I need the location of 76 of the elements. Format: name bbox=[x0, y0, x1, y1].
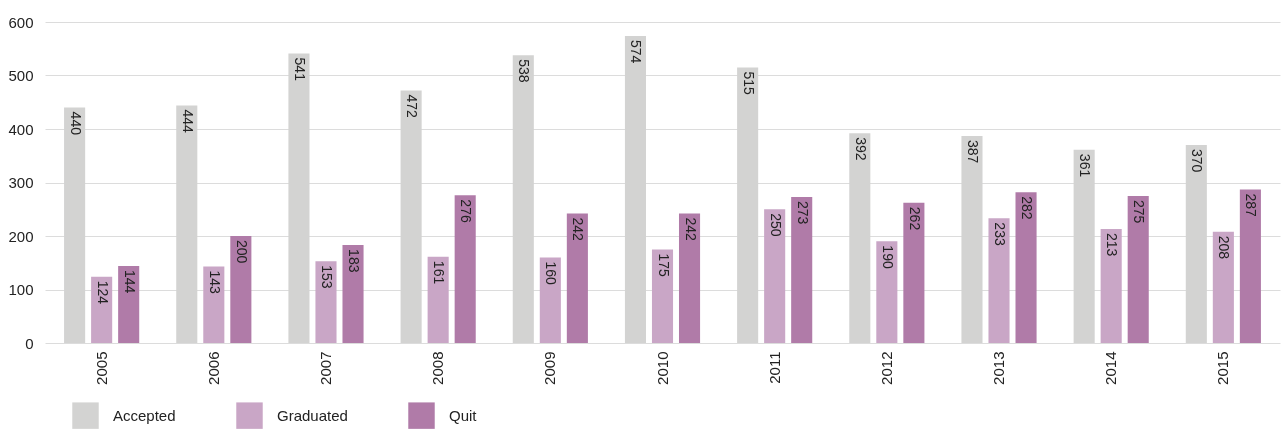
x-tick-label: 2014 bbox=[1102, 351, 1120, 385]
y-tick-label: 100 bbox=[8, 281, 34, 298]
y-tick-label: 0 bbox=[25, 334, 34, 352]
bar bbox=[1127, 195, 1149, 343]
bar bbox=[539, 257, 561, 343]
data-label: 143 bbox=[206, 270, 223, 295]
data-label: 190 bbox=[879, 245, 896, 269]
bar bbox=[876, 241, 898, 343]
data-label: 160 bbox=[543, 261, 560, 285]
data-label: 242 bbox=[682, 217, 699, 242]
data-label: 144 bbox=[121, 269, 138, 294]
data-label: 175 bbox=[655, 253, 672, 277]
x-tick-label: 2012 bbox=[877, 351, 895, 385]
data-label: 161 bbox=[431, 260, 448, 285]
x-tick-label: 2007 bbox=[316, 351, 334, 385]
bar bbox=[1015, 192, 1037, 343]
x-tick-label: 2013 bbox=[990, 351, 1008, 385]
bar bbox=[566, 213, 588, 343]
data-label: 282 bbox=[1019, 196, 1036, 220]
bar bbox=[454, 195, 476, 343]
y-tick-label: 500 bbox=[8, 67, 34, 84]
legend-label: Graduated bbox=[277, 406, 348, 424]
bar bbox=[903, 202, 925, 343]
data-label: 200 bbox=[233, 240, 250, 264]
y-tick-label: 200 bbox=[8, 227, 34, 245]
data-label: 515 bbox=[740, 71, 757, 96]
y-tick-label: 400 bbox=[8, 120, 34, 138]
data-label: 124 bbox=[94, 280, 111, 305]
x-tick-label: 2009 bbox=[541, 351, 559, 385]
data-label: 183 bbox=[346, 249, 363, 273]
bar bbox=[118, 265, 140, 343]
x-tick-label: 2010 bbox=[653, 351, 671, 385]
x-tick-label: 2006 bbox=[204, 351, 222, 385]
data-label: 242 bbox=[570, 217, 587, 242]
data-label: 233 bbox=[992, 222, 1009, 246]
bar bbox=[764, 209, 786, 343]
data-label: 250 bbox=[767, 213, 784, 237]
bar bbox=[230, 236, 252, 343]
bar bbox=[91, 276, 113, 343]
bar bbox=[427, 256, 449, 343]
data-label: 273 bbox=[794, 200, 811, 225]
data-label: 541 bbox=[291, 57, 308, 82]
data-label: 574 bbox=[628, 39, 645, 64]
data-label: 444 bbox=[179, 109, 196, 134]
bar bbox=[342, 245, 364, 343]
bar bbox=[1239, 189, 1261, 343]
data-label: 213 bbox=[1104, 233, 1121, 257]
data-label: 262 bbox=[906, 206, 923, 231]
data-label: 208 bbox=[1216, 235, 1233, 260]
x-tick-label: 2011 bbox=[765, 351, 783, 384]
x-tick-label: 2015 bbox=[1214, 351, 1232, 385]
data-label: 370 bbox=[1189, 149, 1206, 173]
data-label: 287 bbox=[1243, 193, 1260, 218]
x-tick-label: 2008 bbox=[429, 351, 447, 385]
bar bbox=[203, 266, 225, 343]
bar bbox=[791, 196, 813, 343]
y-tick-label: 600 bbox=[8, 13, 34, 31]
data-label: 472 bbox=[404, 94, 421, 119]
bar bbox=[678, 213, 701, 343]
data-label: 276 bbox=[458, 199, 475, 223]
bar bbox=[315, 261, 337, 343]
data-label: 392 bbox=[852, 137, 869, 161]
x-tick-label: 2005 bbox=[92, 351, 110, 385]
legend-label: Quit bbox=[449, 406, 478, 424]
bar bbox=[651, 249, 674, 343]
legend-label: Accepted bbox=[113, 406, 176, 424]
data-label: 538 bbox=[516, 59, 533, 83]
data-label: 361 bbox=[1077, 153, 1094, 178]
data-label: 387 bbox=[964, 139, 981, 164]
data-label: 440 bbox=[67, 111, 84, 136]
data-label: 153 bbox=[318, 265, 335, 289]
bar bbox=[988, 218, 1010, 343]
bar bbox=[1212, 231, 1234, 343]
y-tick-label: 300 bbox=[8, 174, 34, 191]
data-label: 275 bbox=[1131, 199, 1148, 224]
bar bbox=[1100, 229, 1122, 343]
